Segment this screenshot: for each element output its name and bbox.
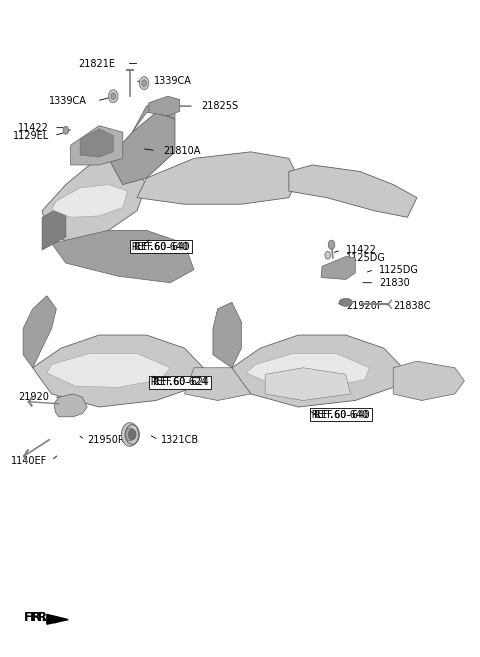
Text: 11422: 11422: [346, 245, 377, 255]
Circle shape: [328, 240, 335, 250]
Circle shape: [125, 428, 134, 441]
Polygon shape: [80, 129, 113, 157]
Text: REF.60-640: REF.60-640: [314, 410, 368, 420]
Circle shape: [121, 422, 138, 446]
Ellipse shape: [339, 298, 352, 306]
Text: 21830: 21830: [379, 278, 410, 288]
Text: 1339CA: 1339CA: [49, 96, 87, 106]
Polygon shape: [232, 335, 403, 407]
Text: 21810A: 21810A: [163, 146, 201, 156]
Text: FR.: FR.: [30, 611, 53, 624]
Text: 21920F: 21920F: [346, 301, 382, 311]
Circle shape: [111, 93, 116, 99]
Circle shape: [63, 126, 69, 134]
Text: REF.60-640: REF.60-640: [312, 410, 371, 420]
Text: REF.60-624: REF.60-624: [153, 377, 207, 387]
Polygon shape: [52, 231, 194, 283]
Text: 1125DG: 1125DG: [346, 253, 385, 263]
Polygon shape: [393, 361, 464, 401]
Circle shape: [142, 80, 146, 87]
Text: 1140EF: 1140EF: [11, 456, 47, 466]
Polygon shape: [54, 394, 87, 417]
Polygon shape: [246, 353, 370, 388]
Text: 1125DG: 1125DG: [379, 265, 419, 275]
Circle shape: [108, 90, 118, 102]
Text: 21950R: 21950R: [87, 435, 125, 445]
Polygon shape: [149, 97, 180, 116]
Text: REF.60-640: REF.60-640: [132, 242, 190, 252]
Circle shape: [139, 77, 149, 90]
Polygon shape: [42, 204, 66, 250]
Polygon shape: [52, 185, 128, 217]
Polygon shape: [137, 152, 298, 204]
Polygon shape: [33, 335, 204, 407]
Polygon shape: [71, 125, 123, 165]
Text: 1129EL: 1129EL: [13, 131, 49, 141]
Polygon shape: [321, 256, 355, 279]
Text: 21821E: 21821E: [79, 58, 116, 68]
Text: 11422: 11422: [18, 123, 49, 133]
Text: 1339CA: 1339CA: [154, 76, 192, 86]
Circle shape: [325, 251, 331, 259]
Text: REF.60-624: REF.60-624: [150, 377, 209, 387]
Polygon shape: [47, 614, 68, 624]
Polygon shape: [184, 368, 251, 401]
Circle shape: [129, 429, 136, 440]
Polygon shape: [108, 112, 175, 185]
Polygon shape: [265, 368, 350, 401]
Text: 21825S: 21825S: [201, 101, 238, 111]
Polygon shape: [23, 296, 56, 368]
Text: 1321CB: 1321CB: [161, 435, 199, 445]
Polygon shape: [213, 302, 241, 368]
Polygon shape: [289, 165, 417, 217]
Polygon shape: [132, 99, 175, 132]
Text: FR.: FR.: [24, 611, 47, 624]
Polygon shape: [42, 158, 146, 244]
Text: REF.60-640: REF.60-640: [133, 242, 188, 252]
Text: 21920: 21920: [18, 392, 49, 402]
Text: 21838C: 21838C: [393, 301, 431, 311]
Polygon shape: [47, 353, 170, 388]
